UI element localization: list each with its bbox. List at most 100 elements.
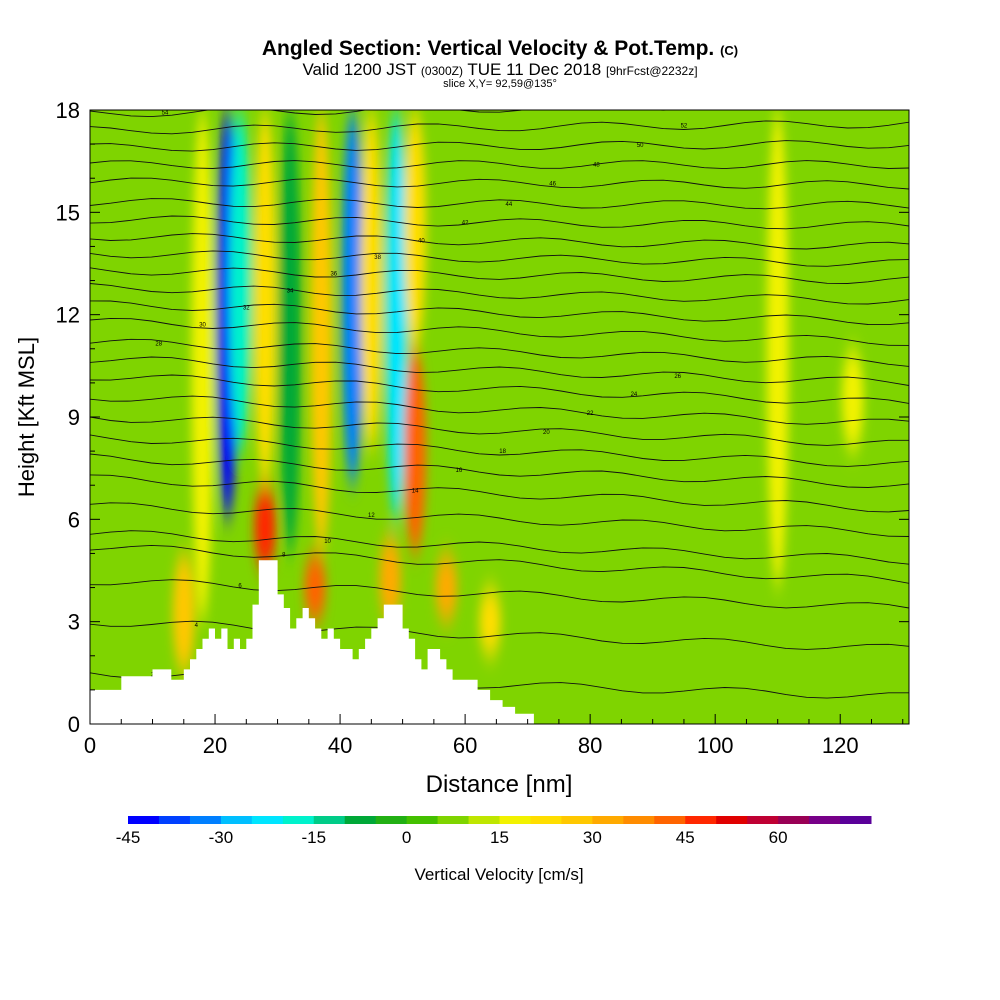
y-tick-label: 9 xyxy=(68,405,80,430)
isentrope-label: 12 xyxy=(368,513,375,519)
velocity-feature xyxy=(379,536,402,622)
colorbar-swatch xyxy=(530,816,562,824)
colorbar-swatch xyxy=(561,816,593,824)
colorbar-swatch xyxy=(189,816,222,824)
isentrope-line xyxy=(90,544,909,584)
y-tick-label: 3 xyxy=(68,610,80,635)
y-axis-label: Height [Kft MSL] xyxy=(14,337,39,497)
isentrope-label: 18 xyxy=(499,449,506,455)
plot-area: 2468101214161820222426283032343638404244… xyxy=(90,110,909,724)
isentrope-label: 8 xyxy=(282,553,286,559)
colorbar-tick-label: -30 xyxy=(209,828,234,847)
velocity-feature xyxy=(385,110,408,520)
isentrope-line xyxy=(90,356,909,386)
isentrope-line xyxy=(90,453,909,488)
isentrope-line xyxy=(90,267,909,284)
isentrope-line xyxy=(90,250,909,267)
y-tick-label: 18 xyxy=(56,98,80,123)
velocity-feature xyxy=(479,587,502,656)
isentrope-label: 22 xyxy=(587,411,594,417)
velocity-feature xyxy=(766,110,789,588)
colorbar-swatch xyxy=(685,816,717,824)
isentrope-label: 10 xyxy=(324,539,331,545)
isentrope-line xyxy=(90,620,909,650)
y-tick-label: 6 xyxy=(68,507,80,532)
velocity-field xyxy=(172,110,864,673)
x-tick-label: 120 xyxy=(822,733,859,758)
isentrope-label: 16 xyxy=(456,468,463,474)
colorbar-tick-label: 15 xyxy=(490,828,509,847)
valid-utc-label: (0300Z) xyxy=(420,64,463,78)
isentrope-line xyxy=(90,338,909,367)
forecast-label: [9hrFcst@2232z] xyxy=(605,64,698,78)
isentrope-label: 48 xyxy=(593,163,600,169)
isentrope-label: 4 xyxy=(195,623,199,629)
isentrope-line xyxy=(90,502,909,537)
colorbar-tick-label: 60 xyxy=(769,828,788,847)
colorbar-swatch xyxy=(375,816,408,824)
x-tick-label: 60 xyxy=(453,733,477,758)
colorbar-tick-label: -45 xyxy=(116,828,141,847)
x-tick-label: 80 xyxy=(578,733,602,758)
isentrope-line xyxy=(90,140,909,152)
isentrope-line xyxy=(90,177,909,190)
isentrope-line xyxy=(90,374,909,404)
velocity-feature xyxy=(279,110,302,554)
chart-title-unit: (C) xyxy=(720,43,739,58)
isentrope-label: 32 xyxy=(243,306,250,312)
colorbar-swatch xyxy=(282,816,315,824)
isentrope-label: 6 xyxy=(238,584,242,590)
velocity-feature xyxy=(254,485,277,571)
colorbar-swatch xyxy=(654,816,686,824)
velocity-feature xyxy=(341,110,364,486)
colorbar-swatch xyxy=(716,816,748,824)
isentrope-line xyxy=(90,434,909,467)
colorbar-swatch xyxy=(344,816,377,824)
isentrope-label: 24 xyxy=(631,392,638,398)
isentrope-line xyxy=(90,198,909,210)
velocity-feature xyxy=(435,553,458,622)
slice-label: slice X,Y= 92,59@135° xyxy=(443,78,557,90)
isentrope-label: 50 xyxy=(637,143,644,149)
isentrope-line xyxy=(90,474,909,513)
isentrope-label: 28 xyxy=(155,342,162,348)
isentrope-label: 44 xyxy=(506,202,513,208)
isentrope-label: 30 xyxy=(199,322,206,328)
isentrope-contours: 2468101214161820222426283032343638404244… xyxy=(90,110,909,699)
colorbar-swatch xyxy=(499,816,531,824)
chart-title-main: Angled Section: Vertical Velocity & Pot.… xyxy=(261,37,715,60)
isentrope-label: 42 xyxy=(462,220,469,226)
velocity-feature xyxy=(310,110,333,554)
x-tick-label: 20 xyxy=(203,733,227,758)
x-tick-label: 0 xyxy=(84,733,96,758)
x-tick-label: 40 xyxy=(328,733,352,758)
y-tick-label: 12 xyxy=(56,303,80,328)
velocity-feature xyxy=(841,348,864,452)
isentrope-label: 26 xyxy=(674,374,681,380)
isentrope-line xyxy=(90,160,909,170)
isentrope-line xyxy=(90,215,909,230)
isentrope-line xyxy=(90,283,909,305)
colorbar-swatch xyxy=(128,816,160,824)
colorbar-swatch xyxy=(623,816,655,824)
valid-date-label: TUE 11 Dec 2018 xyxy=(467,60,602,79)
isentrope-label: 14 xyxy=(412,489,419,495)
isentrope-line xyxy=(90,395,909,425)
isentrope-label: 34 xyxy=(287,289,294,295)
velocity-feature xyxy=(229,110,252,452)
colorbar-swatch xyxy=(437,816,470,824)
colorbar-swatch xyxy=(220,816,253,824)
velocity-feature xyxy=(191,110,214,622)
isentrope-line xyxy=(90,233,909,250)
chart-subtitle: Valid 1200 JST (0300Z) TUE 11 Dec 2018 [… xyxy=(0,60,1000,80)
x-axis-label: Distance [nm] xyxy=(426,771,573,798)
x-axis: 0 20 40 60 80 100 120 xyxy=(84,714,904,758)
colorbar-tick-label: 45 xyxy=(676,828,695,847)
isentrope-line xyxy=(90,579,909,609)
colorbar-tick-label: 0 xyxy=(402,828,411,847)
colorbar-swatch xyxy=(468,816,500,824)
isentrope-label: 54 xyxy=(162,110,169,116)
isentrope-line xyxy=(90,300,909,326)
colorbar-swatch xyxy=(778,816,810,824)
